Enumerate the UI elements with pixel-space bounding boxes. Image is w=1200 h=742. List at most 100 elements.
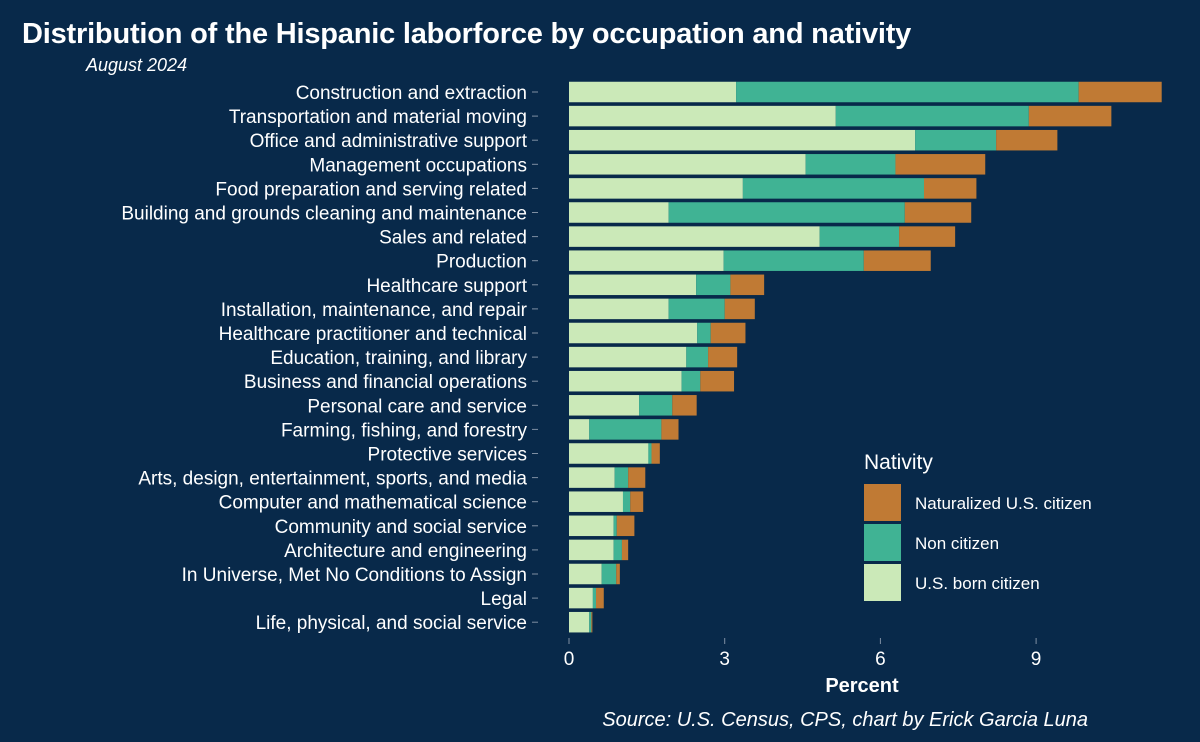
bar-segment (569, 154, 806, 175)
category-label: Computer and mathematical science (219, 493, 527, 514)
bar-segment (628, 467, 646, 488)
bar-segment (614, 467, 629, 488)
bar-segment (1078, 81, 1162, 103)
bar-segment (835, 105, 1029, 127)
bar-segment (569, 515, 614, 537)
bar-segment (651, 443, 660, 464)
category-label: Legal (481, 589, 528, 610)
bar-segment (613, 515, 617, 537)
bar-segment (569, 563, 602, 585)
category-label: Healthcare practitioner and technical (219, 324, 527, 345)
legend-title: Nativity (864, 451, 933, 474)
x-tick-label: 6 (875, 649, 886, 670)
bar-segment (1028, 105, 1112, 127)
bar-segment (742, 178, 924, 199)
bar-segment (622, 491, 631, 512)
bar-segment (805, 154, 896, 175)
bar-segment (569, 81, 737, 103)
bar-segment (569, 178, 743, 199)
bar-segment (736, 81, 1079, 103)
category-label: Education, training, and library (270, 348, 527, 369)
category-label: Protective services (368, 445, 527, 466)
bar-segment (613, 539, 622, 561)
bar-segment (708, 346, 738, 368)
legend-swatch (864, 564, 901, 601)
x-tick-label: 0 (564, 649, 575, 670)
bar-segment (819, 226, 900, 247)
bar-segment (601, 563, 617, 585)
bar-segment (661, 419, 679, 440)
bar-segment (681, 370, 701, 392)
bar-segment (569, 105, 836, 127)
bar-segment (730, 274, 765, 296)
bar-segment (569, 226, 820, 247)
bar-segment (915, 129, 997, 151)
bar-segment (630, 491, 644, 512)
bar-segment (648, 443, 652, 464)
category-label: Architecture and engineering (284, 541, 527, 562)
bar-segment (668, 202, 905, 223)
bar-segment (592, 587, 596, 609)
category-label: Management occupations (309, 155, 527, 176)
bar-segment (569, 467, 615, 488)
category-label: Arts, design, entertainment, sports, and… (138, 469, 527, 490)
bar-segment (904, 202, 972, 223)
bar-segment (668, 298, 725, 320)
bar-segment (569, 322, 698, 344)
bar-segment (616, 563, 620, 585)
bar-segment (569, 346, 687, 368)
category-label: Healthcare support (366, 276, 527, 297)
bar-segment (723, 250, 864, 271)
legend-label: Naturalized U.S. citizen (915, 494, 1092, 513)
category-label: Farming, fishing, and forestry (281, 420, 528, 441)
bar-segment (863, 250, 931, 271)
chart-subtitle: August 2024 (86, 55, 188, 75)
category-label: Business and financial operations (244, 372, 527, 393)
bar-segment (923, 178, 977, 199)
bar-segment (697, 322, 711, 344)
x-tick-label: 3 (719, 649, 730, 670)
category-label: Personal care and service (307, 396, 527, 417)
category-label: Sales and related (379, 228, 527, 249)
category-label: In Universe, Met No Conditions to Assign (182, 565, 527, 586)
bar-segment (996, 129, 1058, 151)
bar-segment (724, 298, 755, 320)
category-label: Building and grounds cleaning and mainte… (121, 204, 527, 225)
chart-caption: Source: U.S. Census, CPS, chart by Erick… (602, 709, 1088, 731)
bar-segment (569, 298, 669, 320)
bar-segment (569, 129, 916, 151)
bar-segment (686, 346, 709, 368)
category-label: Food preparation and serving related (215, 179, 527, 200)
bar-segment (710, 322, 746, 344)
bar-segment (639, 395, 673, 416)
category-label: Community and social service (275, 517, 527, 538)
bar-segment (569, 611, 590, 633)
bar-segment (899, 226, 956, 247)
bar-segment (591, 611, 593, 633)
bar-segment (569, 587, 593, 609)
bar-segment (696, 274, 731, 296)
bar-segment (895, 154, 986, 175)
bar-segment (569, 539, 614, 561)
bar-segment (589, 419, 662, 440)
legend-label: Non citizen (915, 534, 999, 553)
legend-swatch (864, 524, 901, 561)
category-label: Production (436, 252, 527, 273)
bar-segment (569, 419, 590, 440)
x-tick-label: 9 (1031, 649, 1042, 670)
bar-segment (569, 395, 640, 416)
legend-label: U.S. born citizen (915, 574, 1040, 593)
bar-segment (595, 587, 604, 609)
bar-segment (569, 250, 724, 271)
category-label: Transportation and material moving (229, 107, 527, 128)
legend-swatch (864, 484, 901, 521)
bar-segment (621, 539, 629, 561)
category-label: Construction and extraction (296, 83, 527, 104)
bar-segment (569, 491, 623, 512)
bar-segment (616, 515, 635, 537)
category-label: Installation, maintenance, and repair (221, 300, 528, 321)
category-label: Life, physical, and social service (256, 613, 527, 634)
category-label: Office and administrative support (250, 131, 528, 152)
chart-title: Distribution of the Hispanic laborforce … (22, 18, 912, 50)
